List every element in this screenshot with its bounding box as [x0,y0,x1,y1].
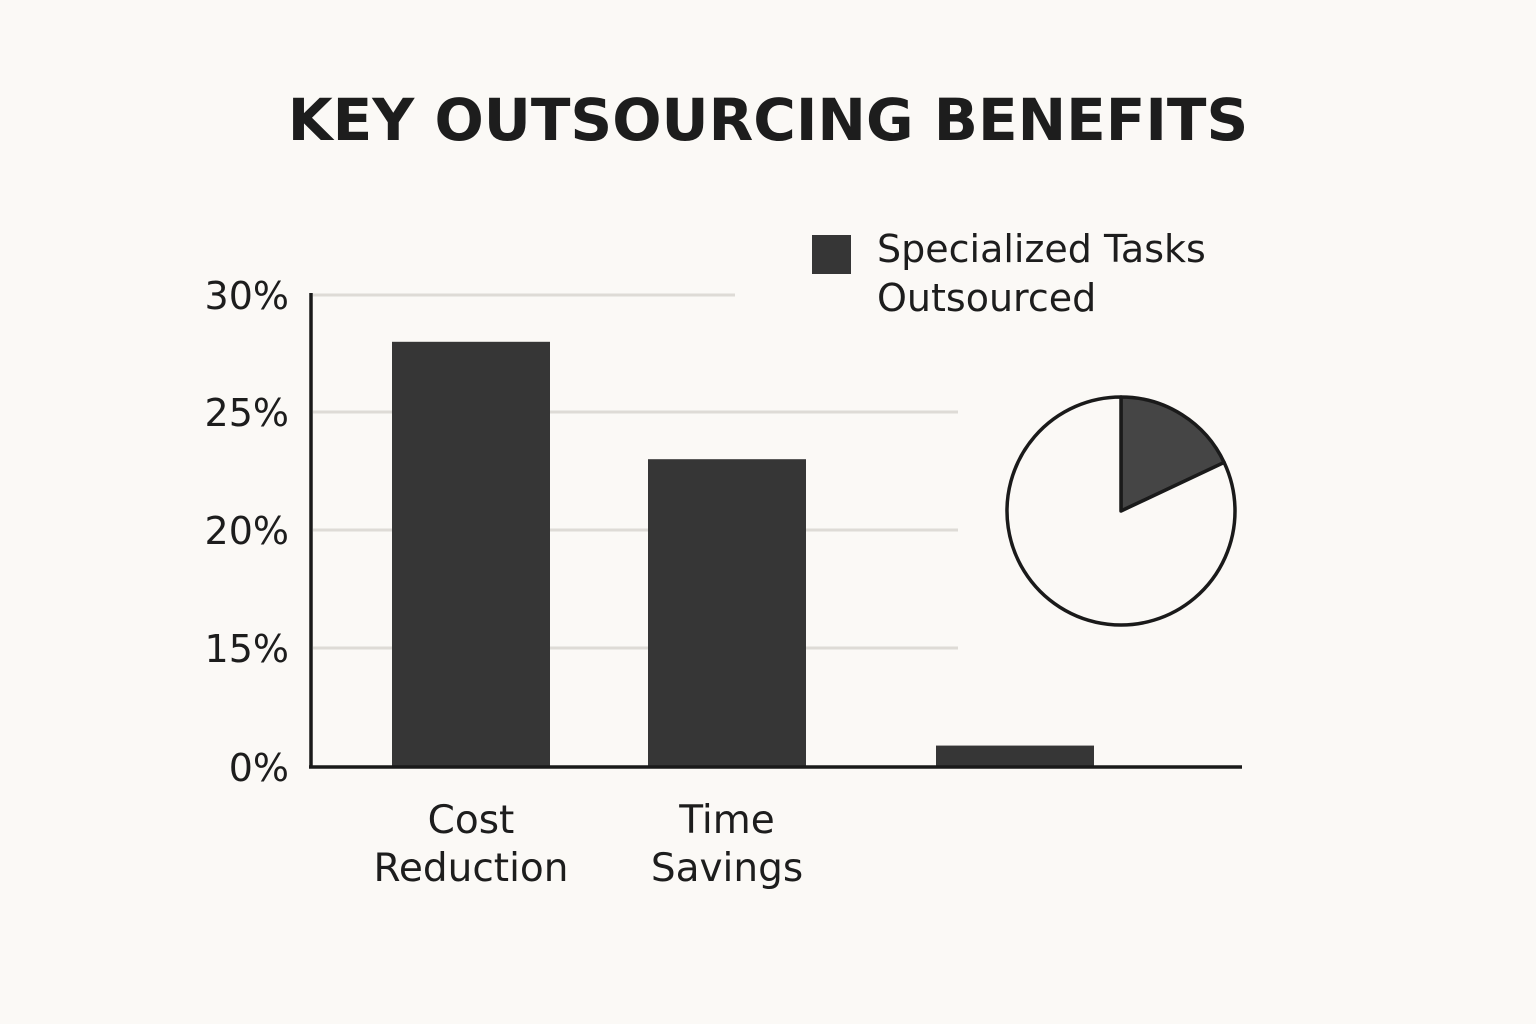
x-tick-label-2-line-2: Savings [651,846,803,891]
y-tick-label-20: 20% [205,509,289,553]
chart-title: KEY OUTSOURCING BENEFITS [288,86,1249,154]
y-tick-label-25: 25% [205,391,289,435]
inset-pie-chart [1005,395,1237,627]
pie-slice-other [1005,395,1237,627]
pie-slice-specialized-tasks [1119,395,1226,513]
y-tick-label-15: 15% [205,627,289,671]
x-tick-label-1-line-2: Reduction [374,846,569,891]
x-tick-label-2-line-1: Time [678,798,774,843]
legend: Specialized Tasks Outsourced [812,227,1206,320]
legend-swatch [812,235,851,274]
axes [309,293,1242,769]
legend-label-line-1: Specialized Tasks [877,227,1206,271]
bar-2 [648,459,806,767]
bar-1 [392,341,550,767]
bar-3 [936,745,1094,767]
y-tick-label-30: 30% [205,274,289,318]
y-tick-label-0: 0% [229,746,289,790]
y-tick-labels: 0% 15% 20% 25% 30% [205,274,289,790]
x-tick-label-1-line-1: Cost [428,798,515,843]
legend-label-line-2: Outsourced [877,276,1096,320]
bars [392,341,1094,767]
